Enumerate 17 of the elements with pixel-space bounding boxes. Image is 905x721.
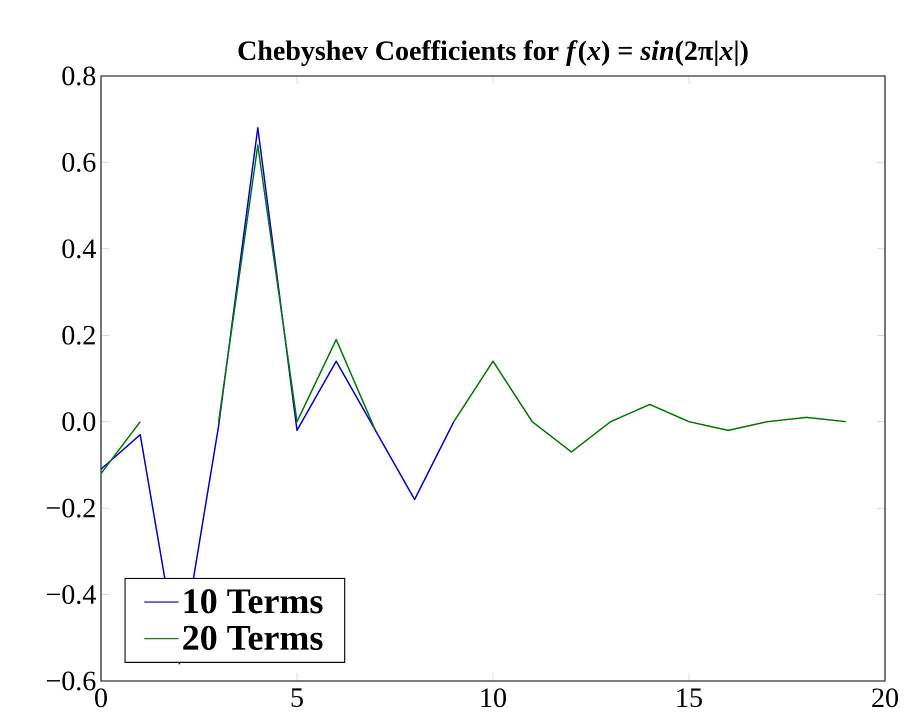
x-tick-label: 20 — [872, 688, 898, 708]
y-tick-label: 0.4 — [62, 239, 96, 258]
legend-label: 10 Terms — [184, 589, 323, 614]
chart-title: Chebyshev Coefficients for f(x) = sin(2π|x|) — [238, 40, 748, 66]
y-tick-label: 0.0 — [62, 412, 96, 432]
x-tick-label: 15 — [677, 688, 702, 708]
x-tick-label: 10 — [481, 688, 506, 708]
line-series — [101, 127, 455, 664]
y-tick-label: 0.8 — [62, 66, 96, 86]
legend-label: 20 Terms — [183, 626, 323, 650]
y-tick-label: −0.4 — [46, 585, 96, 604]
y-tick-label: −0.6 — [46, 672, 96, 691]
y-tick-label: 0.2 — [62, 326, 95, 345]
y-tick-label: 0.6 — [62, 152, 96, 172]
x-tick-label: 5 — [292, 688, 303, 707]
y-tick-label: −0.2 — [46, 498, 95, 518]
x-tick-label: 0 — [95, 688, 107, 708]
